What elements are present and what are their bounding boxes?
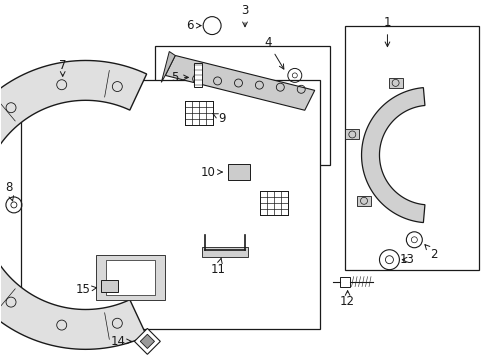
Text: 2: 2	[424, 244, 437, 261]
Text: 14: 14	[111, 335, 131, 348]
Text: 10: 10	[200, 166, 222, 179]
Bar	[101, 280, 118, 292]
Bar	[388, 78, 402, 88]
Text: 13: 13	[399, 253, 414, 266]
Text: 8: 8	[5, 181, 14, 201]
Bar	[21, 80, 319, 329]
Text: 12: 12	[340, 291, 354, 308]
Text: 9: 9	[212, 112, 225, 125]
Polygon shape	[165, 55, 314, 110]
Bar	[105, 260, 155, 294]
Bar	[155, 45, 329, 165]
Text: 15: 15	[75, 283, 96, 296]
Bar	[260, 191, 287, 215]
Polygon shape	[161, 51, 175, 82]
Text: 6: 6	[186, 19, 201, 32]
Bar	[185, 101, 213, 125]
Text: 5: 5	[171, 71, 188, 84]
Bar	[95, 255, 165, 300]
Polygon shape	[134, 328, 160, 354]
Text: 3: 3	[241, 4, 248, 27]
Text: 4: 4	[264, 36, 283, 69]
Bar	[227, 164, 249, 180]
Text: 1: 1	[383, 16, 390, 47]
Bar	[339, 276, 349, 287]
Text: 11: 11	[210, 258, 225, 276]
Bar	[345, 130, 359, 139]
Polygon shape	[0, 60, 146, 349]
Bar	[194, 63, 202, 87]
Bar	[344, 26, 478, 270]
Polygon shape	[140, 334, 154, 348]
Polygon shape	[361, 87, 424, 222]
Bar	[202, 247, 247, 257]
Bar	[356, 196, 370, 206]
Text: 7: 7	[59, 59, 66, 76]
